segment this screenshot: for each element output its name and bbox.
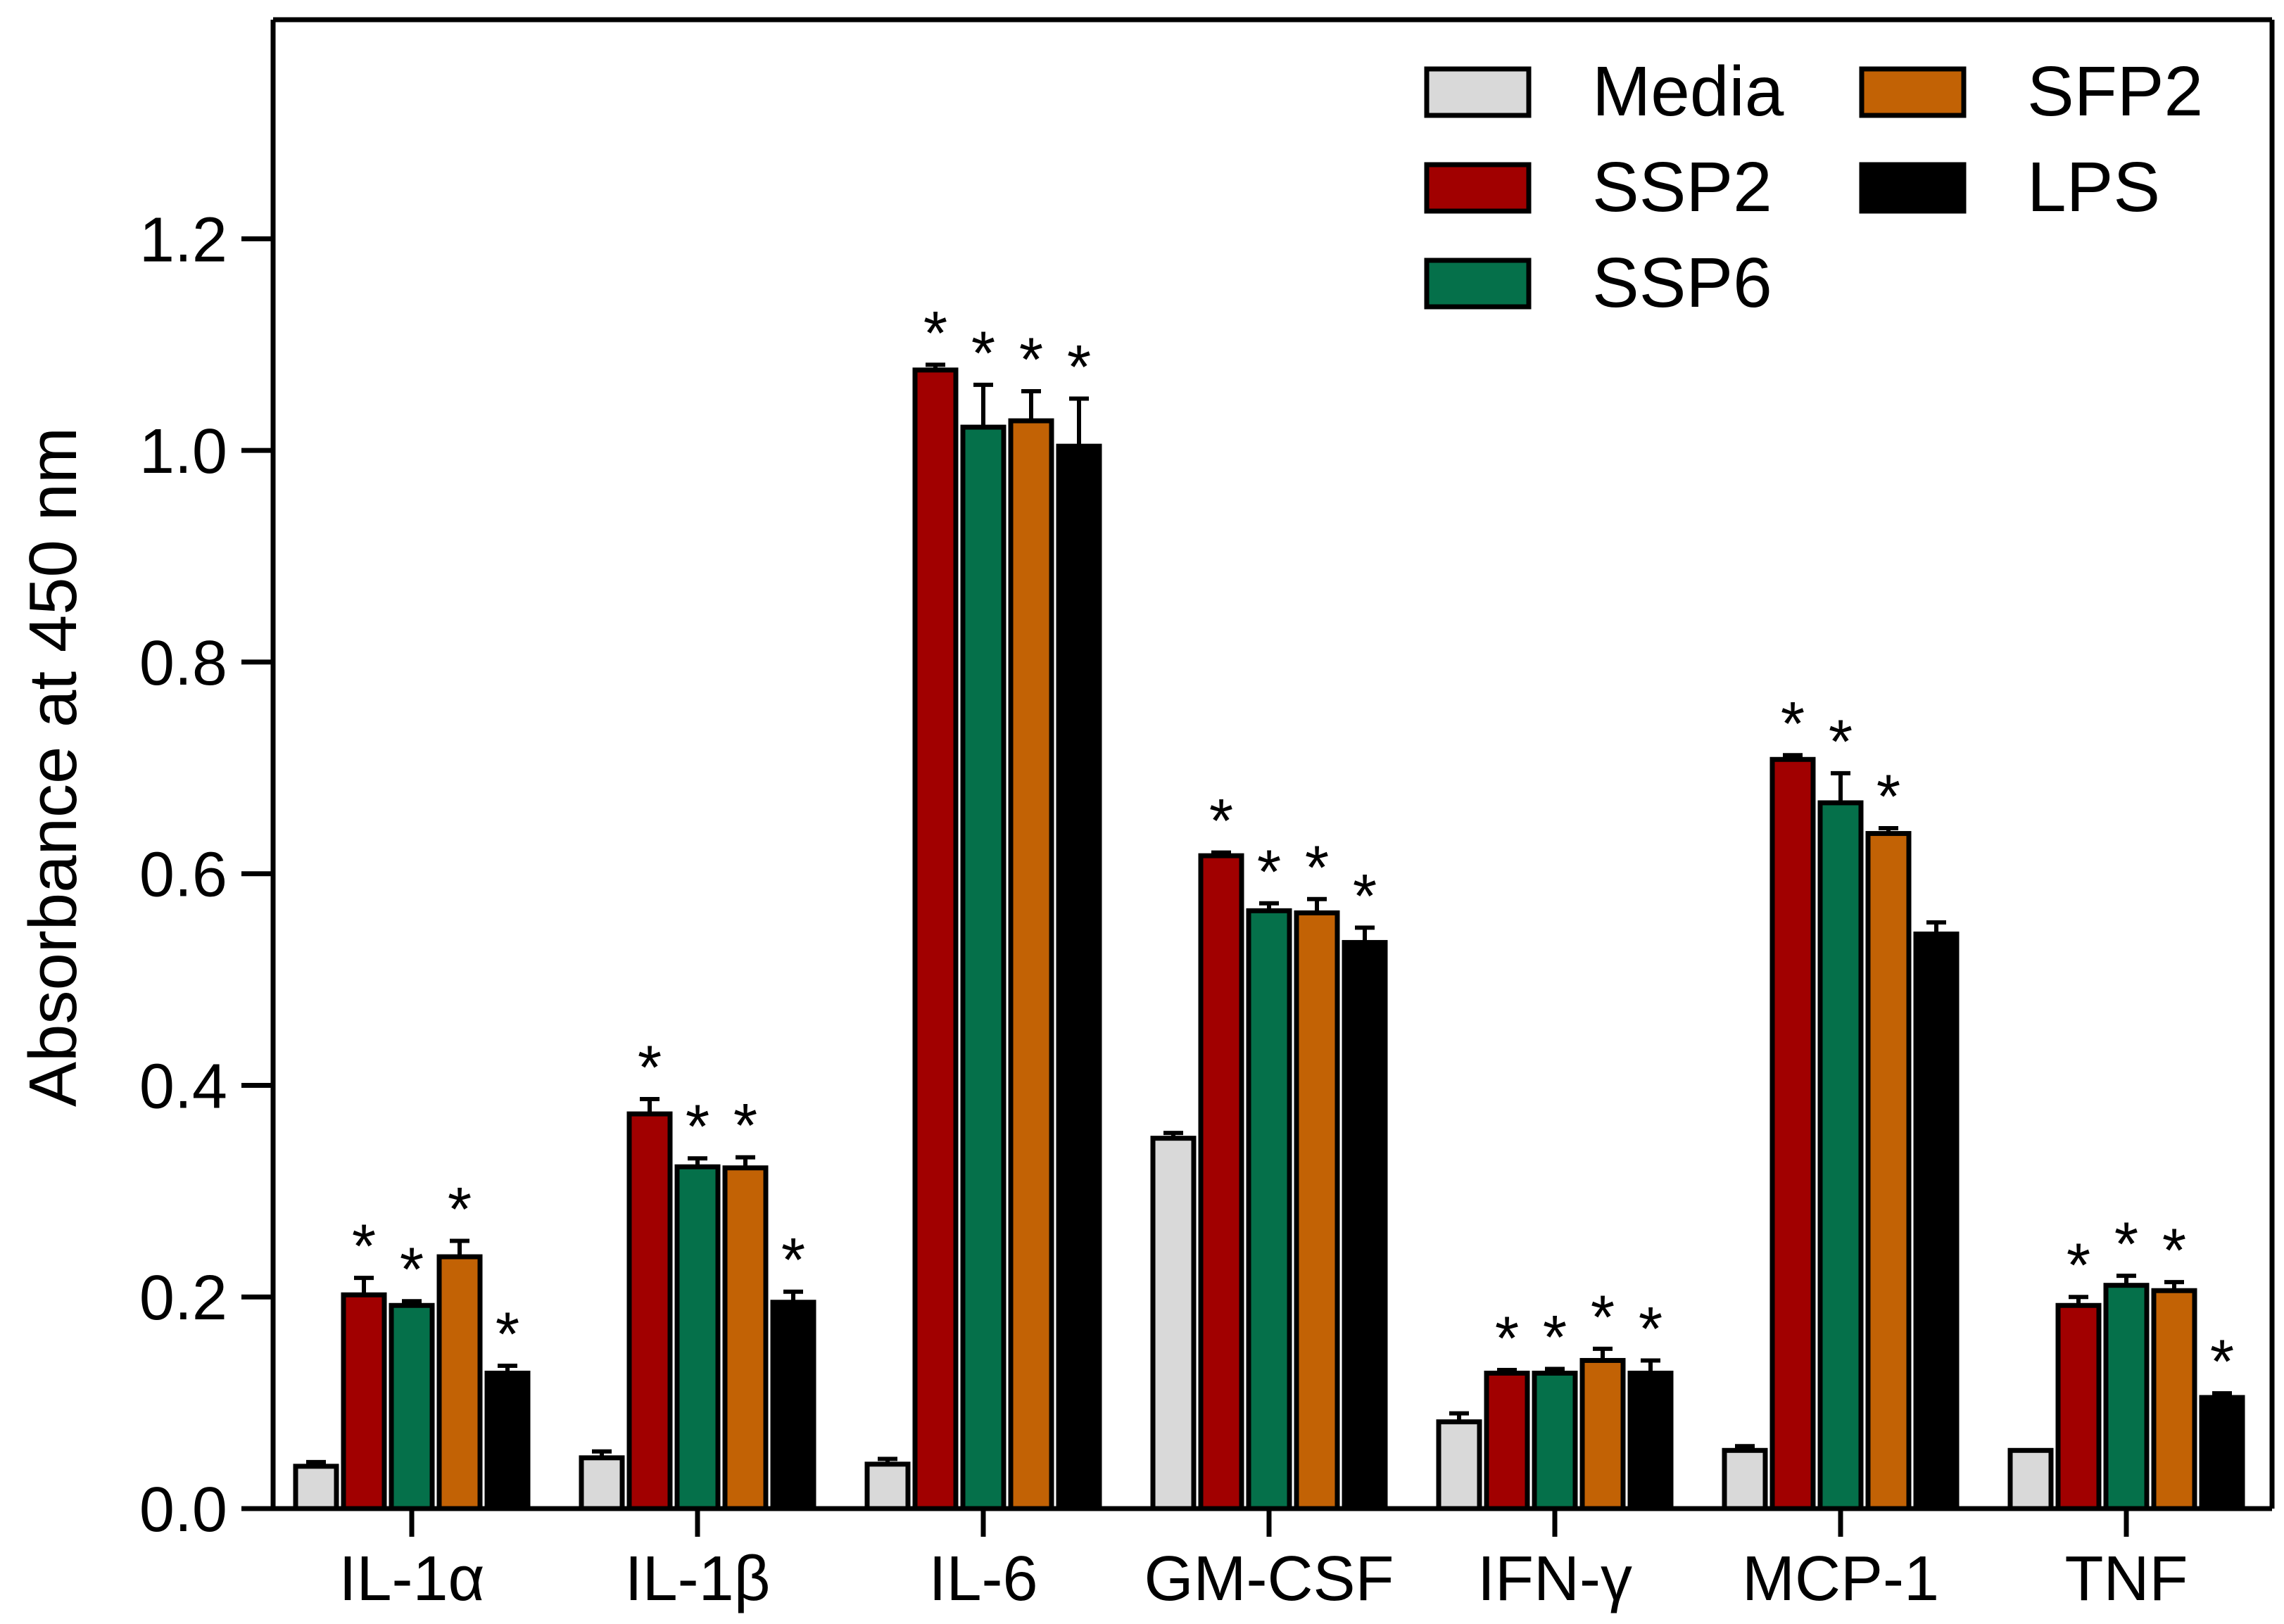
y-tick-label: 0.6 (139, 840, 227, 911)
bar-ssp2-tnf (2055, 1302, 2102, 1511)
significance-star: * (1781, 688, 1805, 758)
bar-ssp2-il-6 (912, 367, 959, 1511)
significance-star: * (781, 1225, 805, 1295)
bar-media-il-1 (579, 1455, 625, 1511)
bar-media-ifn (1436, 1419, 1482, 1511)
bar-media-gm-csf (1150, 1136, 1197, 1511)
bar-media-tnf (2007, 1447, 2054, 1511)
significance-star: * (2162, 1215, 2186, 1285)
bar-ssp6-il-1 (674, 1164, 721, 1511)
significance-star: * (1495, 1303, 1519, 1373)
bar-ssp6-gm-csf (1246, 908, 1292, 1511)
significance-star: * (1305, 832, 1329, 902)
bar-ssp6-il-6 (960, 424, 1007, 1511)
significance-star: * (448, 1174, 472, 1244)
significance-star: * (1209, 786, 1233, 856)
x-tick-label-tnf: TNF (2065, 1544, 2188, 1614)
significance-star: * (638, 1032, 662, 1102)
x-tick-label-il-1: IL-1β (625, 1544, 771, 1614)
bar-media-mcp-1 (1722, 1447, 1768, 1511)
significance-star: * (971, 318, 995, 388)
legend-swatch-ssp2 (1424, 162, 1532, 214)
bar-lps-il-6 (1056, 443, 1102, 1511)
bar-ssp6-il-1 (389, 1302, 435, 1511)
significance-star: * (923, 298, 947, 367)
axes: 0.0 0.2 0.4 0.6 0.8 1.0 1.2 IL-1α IL-1β IL-6 GM-CS… (139, 17, 2275, 1614)
bar-ssp2-mcp-1 (1769, 756, 1816, 1511)
bar-sfp2-il-6 (1008, 418, 1054, 1511)
y-tick-label: 1.0 (139, 417, 227, 487)
bar-sfp2-mcp-1 (1865, 831, 1912, 1511)
legend-label-ssp2: SSP2 (1592, 148, 1772, 227)
significance-star: * (352, 1211, 376, 1281)
bar-ssp6-mcp-1 (1817, 800, 1864, 1511)
bar-sfp2-tnf (2151, 1288, 2197, 1511)
significance-star: * (1543, 1302, 1567, 1371)
significance-star: * (1067, 331, 1091, 401)
x-tick-label-il-1: IL-1α (339, 1544, 484, 1614)
bar-ssp2-gm-csf (1198, 853, 1244, 1511)
significance-star: * (1876, 761, 1900, 831)
y-tick-label: 0.2 (139, 1263, 227, 1333)
legend-swatch-sfp2 (1859, 66, 1967, 118)
x-tick-label-mcp-1: MCP-1 (1742, 1544, 1939, 1614)
bar-lps-tnf (2199, 1395, 2245, 1511)
x-tick-label-ifn: IFN-γ (1477, 1544, 1632, 1614)
bar-sfp2-il-1 (722, 1165, 769, 1511)
significance-star: * (1019, 324, 1043, 394)
bar-lps-il-1 (770, 1300, 816, 1511)
y-tick-label: 0.8 (139, 628, 227, 699)
significance-star: * (1639, 1293, 1662, 1363)
legend-label-lps: LPS (2027, 148, 2160, 227)
y-tick-label: 0.4 (139, 1051, 227, 1122)
y-tick-label: 0.0 (139, 1475, 227, 1545)
significance-star: * (496, 1299, 519, 1369)
significance-star: * (2114, 1209, 2138, 1279)
bar-ssp2-il-1 (626, 1111, 673, 1511)
x-tick-label-gm-csf: GM-CSF (1144, 1544, 1394, 1614)
legend: Media SSP2 SSP6 SFP2 LPS (1424, 52, 2203, 322)
legend-swatch-media (1424, 66, 1532, 118)
y-tick-label: 1.2 (139, 205, 227, 275)
significance-star: * (1591, 1282, 1615, 1352)
legend-label-media: Media (1592, 52, 1784, 131)
bar-lps-gm-csf (1342, 939, 1388, 1511)
bar-ssp2-il-1 (341, 1292, 387, 1511)
bar-ssp6-ifn (1532, 1371, 1578, 1511)
legend-label-ssp6: SSP6 (1592, 243, 1772, 322)
significance-star: * (686, 1091, 709, 1161)
bar-lps-mcp-1 (1913, 931, 1960, 1511)
bar-ssp6-tnf (2103, 1283, 2150, 1511)
bar-ssp2-ifn (1484, 1371, 1530, 1511)
legend-label-sfp2: SFP2 (2027, 52, 2203, 131)
legend-swatch-lps (1859, 162, 1967, 214)
significance-star: * (2067, 1230, 2090, 1300)
bar-media-il-1 (293, 1464, 339, 1511)
significance-star: * (400, 1234, 424, 1304)
significance-star: * (1353, 861, 1377, 930)
bar-lps-ifn (1627, 1371, 1674, 1511)
bar-sfp2-gm-csf (1294, 910, 1340, 1511)
significance-star: * (2210, 1326, 2234, 1396)
bar-sfp2-il-1 (436, 1254, 483, 1511)
legend-swatch-ssp6 (1424, 258, 1532, 310)
bar-series-group: * * * * * * * * * * * * * * * * * * * * * * * * * * * (293, 298, 2245, 1511)
x-tick-label-il-6: IL-6 (928, 1544, 1037, 1614)
bar-media-il-6 (864, 1461, 911, 1511)
significance-star: * (733, 1091, 757, 1160)
significance-star: * (1257, 837, 1281, 906)
significance-star: * (1829, 706, 1853, 776)
bar-sfp2-ifn (1579, 1357, 1626, 1511)
y-axis-label: Absorbance at 450 nm (15, 427, 91, 1107)
bar-lps-il-1 (484, 1371, 531, 1511)
